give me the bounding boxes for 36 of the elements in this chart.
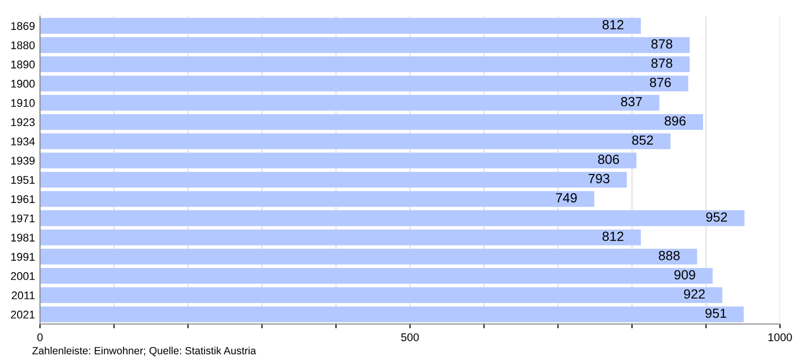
- y-tick-label: 2011: [12, 291, 35, 300]
- data-label: 852: [632, 135, 653, 145]
- data-label: 876: [650, 78, 671, 88]
- y-tick-label: 1890: [11, 60, 35, 68]
- data-label: 837: [621, 96, 642, 106]
- data-label: 749: [556, 193, 577, 202]
- data-label: 806: [598, 154, 619, 164]
- y-tick-label: 1951: [11, 176, 35, 184]
- y-tick-label: 1880: [11, 41, 35, 50]
- data-label: 878: [651, 39, 672, 49]
- y-tick-label: 1923: [11, 118, 35, 126]
- data-label: 812: [602, 232, 624, 241]
- data-label: 812: [602, 20, 624, 30]
- text: Zahlenleiste: Einwohner; Quelle: Statistik Austria: [32, 346, 256, 356]
- y-tick-label: 2001: [10, 272, 35, 280]
- x-tick-label: 1000: [768, 333, 792, 342]
- y-tick-label: 1910: [11, 99, 35, 107]
- data-label: 951: [705, 308, 726, 318]
- y-tick-label: 1869: [11, 22, 35, 30]
- x-tick-label: 500: [401, 333, 419, 342]
- data-label: 952: [706, 212, 727, 222]
- data-label: 793: [588, 174, 610, 184]
- data-label: 878: [651, 58, 672, 68]
- y-tick-label: 1900: [11, 80, 35, 88]
- y-tick-label: 2021: [10, 310, 35, 319]
- data-label: 922: [684, 289, 705, 299]
- y-tick-label: 1981: [11, 234, 35, 242]
- y-tick-label: 1939: [11, 156, 35, 165]
- y-tick-label: 1934: [11, 138, 35, 146]
- y-tick-label: 1991: [11, 252, 35, 261]
- data-label: 896: [664, 116, 686, 126]
- x-tick-label: 0: [37, 333, 43, 342]
- data-label: 909: [674, 270, 696, 280]
- y-tick-label: 1961: [11, 195, 35, 204]
- data-label: 888: [658, 250, 680, 260]
- y-tick-label: 1971: [11, 214, 35, 222]
